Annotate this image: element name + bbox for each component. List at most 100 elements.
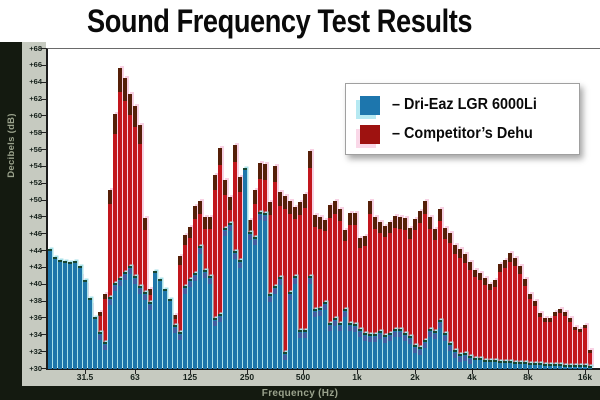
bar-pair (363, 49, 367, 369)
bar-pair (243, 49, 247, 369)
dri-eaz-bar (278, 277, 282, 369)
dri-eaz-bar (568, 364, 572, 369)
x-tick-mark (190, 370, 191, 374)
bar-overlap-tint (178, 334, 182, 340)
dri-eaz-bar (378, 331, 382, 369)
bar-overlap-tint (128, 269, 132, 275)
bar-overlap-tint (188, 281, 192, 287)
bar-pair (148, 49, 152, 369)
bar-pair (323, 49, 327, 369)
y-tick-mark (41, 81, 46, 83)
competitor-bar (273, 166, 277, 369)
competitor-bar (408, 227, 412, 369)
bar-pair (358, 49, 362, 369)
y-tick-mark (41, 165, 46, 167)
x-tick-mark (415, 370, 416, 374)
bar-overlap-tint (228, 226, 232, 232)
bar-pair (343, 49, 347, 369)
bar-overlap-tint (348, 325, 352, 331)
x-tick-mark (357, 370, 358, 374)
y-tick-label: +62 (29, 94, 42, 104)
bar-pair (53, 49, 57, 369)
competitor-bar (418, 210, 422, 369)
bar-pair (548, 49, 552, 369)
bar-pair (533, 49, 537, 369)
y-tick-label: +34 (29, 329, 42, 339)
bar-pair (563, 49, 567, 369)
bar-overlap-tint (253, 239, 257, 245)
dri-eaz-bar (553, 363, 557, 369)
dri-eaz-bar (78, 266, 82, 369)
y-tick-mark (41, 233, 46, 235)
dri-eaz-bar (548, 363, 552, 369)
dri-eaz-bar (303, 330, 307, 369)
competitor-bar (328, 204, 332, 369)
competitor-bar (428, 217, 432, 369)
bar-pair (488, 49, 492, 369)
competitor-bar (288, 200, 292, 369)
bar-overlap-tint (98, 334, 102, 340)
bar-pair (578, 49, 582, 369)
competitor-bar (363, 235, 367, 369)
dri-eaz-bar (333, 318, 337, 369)
competitor-bar (333, 200, 337, 369)
x-axis-frame-strip: Frequency (Hz) (0, 386, 600, 400)
x-tick-label: 31.5 (76, 372, 94, 382)
competitor-bar (528, 294, 532, 369)
bar-pair (248, 49, 252, 369)
dri-eaz-bar (178, 331, 182, 369)
bar-pair (233, 49, 237, 369)
bar-overlap-tint (283, 355, 287, 361)
bar-overlap-tint (298, 333, 302, 339)
dri-eaz-bar (363, 332, 367, 369)
bars-layer (48, 49, 598, 369)
bar-overlap-tint (173, 328, 177, 334)
y-tick-mark (41, 334, 46, 336)
bar-overlap-tint (353, 326, 357, 332)
bar-overlap-tint (408, 339, 412, 345)
bar-overlap-tint (403, 335, 407, 341)
dri-eaz-bar (443, 332, 447, 369)
bar-overlap-tint (143, 295, 147, 301)
y-tick-mark (41, 115, 46, 117)
competitor-bar (503, 259, 507, 369)
dri-eaz-bar (398, 329, 402, 369)
bar-pair (408, 49, 412, 369)
bar-pair (433, 49, 437, 369)
bar-overlap-tint (103, 345, 107, 351)
bar-overlap-tint (443, 335, 447, 341)
bar-pair (528, 49, 532, 369)
bar-overlap-tint (333, 321, 337, 327)
competitor-bar (113, 113, 117, 369)
dri-eaz-bar (523, 362, 527, 369)
dri-eaz-bar (243, 167, 247, 369)
competitor-bar (373, 217, 377, 369)
dri-eaz-bar (233, 251, 237, 369)
y-tick-label: +58 (29, 127, 42, 137)
dri-eaz-bar (93, 316, 97, 369)
bar-pair (538, 49, 542, 369)
y-tick-mark (41, 351, 46, 353)
bar-overlap-tint (438, 323, 442, 329)
bar-overlap-tint (423, 342, 427, 348)
dri-eaz-bar (373, 333, 377, 369)
dri-eaz-bar (353, 323, 357, 369)
bar-pair (203, 49, 207, 369)
bar-overlap-tint (463, 356, 467, 361)
y-tick-mark (41, 48, 46, 49)
competitor-bar (518, 266, 522, 369)
bar-pair (93, 49, 97, 369)
dri-eaz-bar (108, 296, 112, 369)
competitor-bar (298, 202, 302, 369)
competitor-bar (388, 221, 392, 369)
bar-overlap-tint (413, 348, 417, 354)
y-tick-label: +54 (29, 161, 42, 171)
bar-pair (253, 49, 257, 369)
bar-pair (318, 49, 322, 369)
bar-overlap-tint (248, 234, 252, 240)
dri-eaz-bar (198, 246, 202, 369)
dri-eaz-bar (63, 261, 67, 369)
bar-pair (373, 49, 377, 369)
bar-pair (473, 49, 477, 369)
competitor-bar (358, 238, 362, 369)
